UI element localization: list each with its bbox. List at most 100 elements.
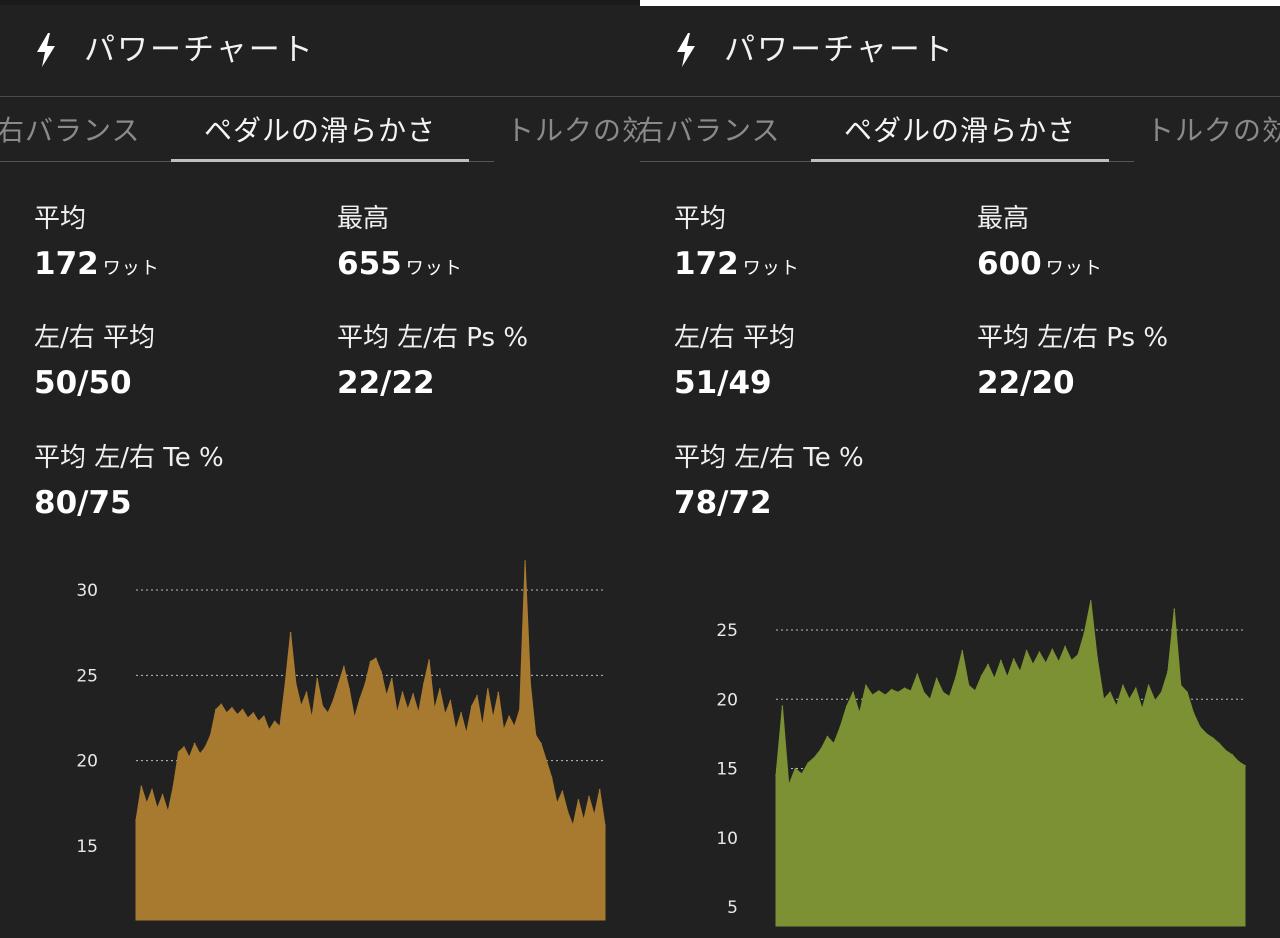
data-point <box>518 708 521 711</box>
data-point <box>268 729 271 731</box>
data-point <box>502 729 505 731</box>
data-point <box>967 684 970 687</box>
data-point <box>1012 658 1015 660</box>
data-point <box>343 666 345 668</box>
data-point <box>140 785 143 788</box>
data-point <box>993 677 996 680</box>
data-point <box>1192 712 1195 714</box>
data-point <box>151 788 153 791</box>
ps-value: 22/22 <box>337 365 435 401</box>
data-point <box>252 712 255 714</box>
avg-number: 172 <box>34 246 99 282</box>
data-point <box>327 712 329 714</box>
data-point <box>807 762 809 764</box>
data-point <box>1000 659 1002 662</box>
data-point <box>375 657 377 660</box>
data-point <box>1090 600 1092 602</box>
data-point <box>839 726 841 728</box>
ps-label: 平均 左/右 Ps % <box>977 323 1169 353</box>
y-tick-label: 5 <box>727 898 738 918</box>
data-point <box>833 742 835 745</box>
tab-torque-effectiveness[interactable]: トルクの効 <box>506 114 640 147</box>
data-point <box>1199 726 1201 728</box>
data-point <box>209 734 212 736</box>
data-point <box>508 715 510 718</box>
data-point <box>1102 698 1105 701</box>
ps-value: 22/20 <box>977 365 1075 401</box>
data-point <box>353 717 356 719</box>
data-point <box>487 688 489 690</box>
data-point <box>1064 645 1066 648</box>
data-point <box>401 691 404 694</box>
max-value: 600 ワット <box>977 246 1103 282</box>
data-point <box>1244 764 1246 767</box>
data-point <box>923 691 925 694</box>
data-point <box>1147 684 1150 687</box>
data-point <box>948 695 951 698</box>
data-point <box>1109 691 1111 694</box>
data-point <box>161 794 164 796</box>
avg-unit: ワット <box>742 258 800 279</box>
data-point <box>1025 650 1028 652</box>
data-point <box>1032 663 1034 666</box>
header-divider <box>640 96 1280 97</box>
max-number: 655 <box>337 246 402 282</box>
data-point <box>935 677 938 680</box>
area-series <box>775 600 1246 927</box>
data-point <box>865 684 867 687</box>
data-point <box>561 790 564 793</box>
data-point <box>455 729 457 731</box>
data-point <box>188 756 191 759</box>
data-point <box>513 725 516 728</box>
max-label: 最高 <box>977 204 1030 234</box>
data-point <box>1218 742 1221 745</box>
tab-pedal-smoothness[interactable]: ペダルの滑らかさ <box>204 114 437 147</box>
te-value: 78/72 <box>674 485 772 521</box>
avg-unit: ワット <box>102 258 160 279</box>
data-point <box>183 746 185 748</box>
data-point <box>556 802 558 805</box>
data-point <box>572 824 574 827</box>
data-point <box>289 631 292 634</box>
data-point <box>813 756 816 759</box>
data-point <box>775 774 777 777</box>
data-point <box>540 742 542 745</box>
data-point <box>1160 691 1163 694</box>
avg-label: 平均 <box>34 204 87 234</box>
data-point <box>1122 684 1124 687</box>
pedal-smoothness-chart: 15 20 25 30 <box>0 540 640 938</box>
data-point <box>1167 670 1169 673</box>
data-point <box>980 674 983 677</box>
y-tick-label: 20 <box>716 690 738 710</box>
data-point <box>852 691 854 694</box>
tab-torque-effectiveness[interactable]: トルクの効 <box>1146 114 1280 147</box>
data-point <box>156 807 159 810</box>
data-point <box>1038 651 1041 653</box>
data-point <box>1006 676 1009 678</box>
data-point <box>942 691 944 694</box>
data-point <box>311 717 313 719</box>
active-tab-indicator <box>811 159 1109 162</box>
chart-svg: 5 10 15 20 25 <box>716 600 1246 927</box>
data-point <box>1231 753 1233 756</box>
lightning-bolt-icon <box>37 33 55 67</box>
data-point <box>1057 661 1060 663</box>
data-point <box>279 725 281 728</box>
data-point <box>247 717 249 719</box>
data-point <box>1077 654 1079 656</box>
tab-balance[interactable]: 右バランス <box>0 114 141 147</box>
active-tab-indicator <box>171 159 469 162</box>
data-point <box>417 712 420 714</box>
data-point <box>1096 656 1098 659</box>
data-point <box>481 725 484 728</box>
data-point <box>444 713 446 716</box>
data-point <box>545 759 548 762</box>
data-point <box>1051 648 1054 651</box>
data-point <box>316 677 319 680</box>
tab-pedal-smoothness[interactable]: ペダルの滑らかさ <box>844 114 1077 147</box>
data-point <box>1128 698 1131 701</box>
data-point <box>321 705 324 707</box>
data-point <box>582 819 585 822</box>
data-point <box>788 784 790 786</box>
tab-balance[interactable]: 右バランス <box>640 114 781 147</box>
